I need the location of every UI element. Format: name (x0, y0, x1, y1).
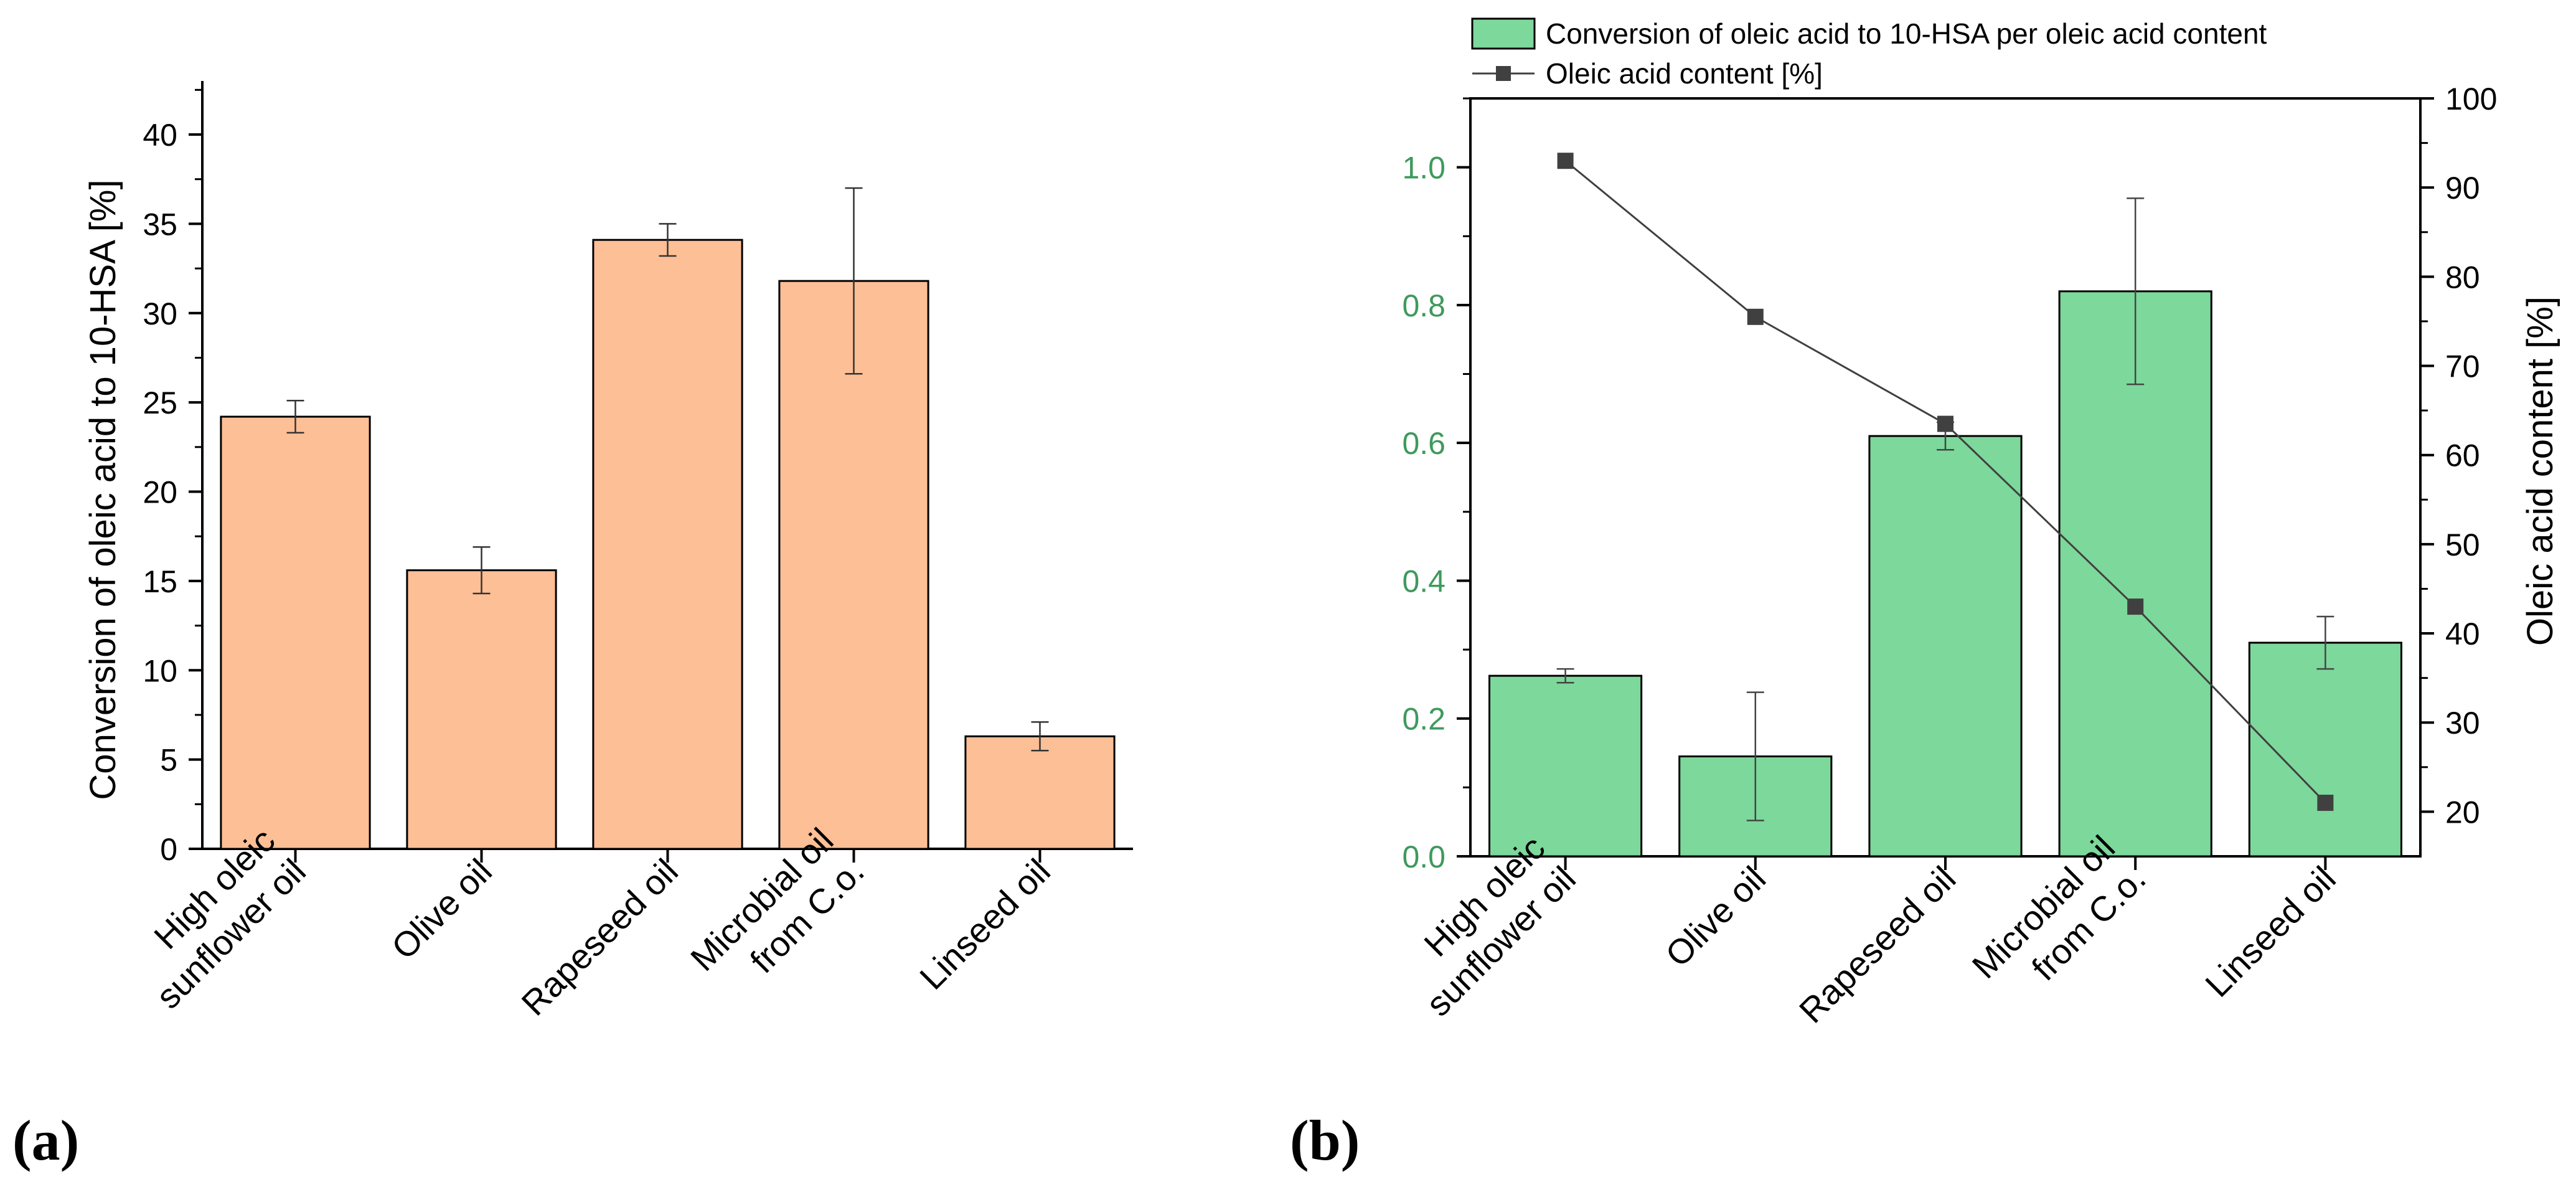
bar (964, 735, 1116, 850)
bar (220, 415, 371, 850)
a-category-label: Linseed oil (912, 851, 1058, 997)
bar (1488, 674, 1643, 858)
b-category-line: Rapeseed oil (1792, 859, 1963, 1031)
right-tick-label: 50 (2445, 527, 2480, 562)
y-tick-label: 0 (160, 832, 177, 867)
y-tick-label: 40 (143, 118, 177, 153)
left-tick-label: 0.8 (1402, 288, 1445, 323)
oleic-content-marker (1747, 308, 1764, 325)
right-tick-label: 70 (2445, 349, 2480, 384)
oleic-content-marker (1557, 153, 1574, 169)
left-tick-label: 0.0 (1402, 839, 1445, 874)
right-tick-label: 100 (2445, 82, 2497, 116)
legend-bar-swatch (1471, 17, 1536, 50)
oleic-content-marker (1937, 415, 1953, 432)
b-category-label: Olive oil (1658, 859, 1773, 974)
legend-line-label: Oleic acid content [%] (1546, 57, 1823, 90)
bar (406, 569, 557, 850)
right-tick-label: 40 (2445, 617, 2480, 651)
y-tick-label: 35 (143, 207, 177, 242)
oleic-content-marker (2127, 598, 2144, 615)
right-tick-label: 60 (2445, 438, 2480, 473)
left-tick-label: 1.0 (1402, 151, 1445, 186)
b-category-line: Linseed oil (2198, 859, 2343, 1005)
y-tick-label: 10 (143, 653, 177, 688)
bar (592, 239, 743, 850)
b-category-label: Rapeseed oil (1792, 859, 1963, 1031)
bar (2058, 290, 2212, 858)
y-tick-label: 15 (143, 564, 177, 599)
b-category-label: Linseed oil (2198, 859, 2343, 1005)
right-tick-label: 80 (2445, 260, 2480, 295)
oleic-content-marker (2317, 795, 2334, 811)
panel-b-chart: 0.0 0.2 0.4 0.6 0.8 1.0 20 30 40 50 60 70 80 90 100 Ole… (1402, 17, 2560, 1031)
bar (778, 280, 929, 850)
left-tick-label: 0.6 (1402, 426, 1445, 461)
a-category-line: Olive oil (384, 851, 499, 967)
b-category-line: Olive oil (1658, 859, 1773, 974)
y-tick-label: 25 (143, 385, 177, 420)
y-tick-label: 20 (143, 475, 177, 510)
y-tick-label: 30 (143, 296, 177, 331)
legend-bar-label: Conversion of oleic acid to 10-HSA per o… (1546, 17, 2267, 50)
a-category-line: Linseed oil (912, 851, 1058, 997)
right-tick-label: 20 (2445, 795, 2480, 830)
bar (2248, 641, 2402, 858)
y-axis-title: Conversion of oleic acid to 10-HSA [%] (83, 179, 123, 800)
a-category-line: Rapeseed oil (514, 851, 685, 1023)
right-tick-label: 30 (2445, 706, 2480, 740)
panel-a-chart: 0 5 10 15 20 25 30 35 40 Conversion of oleic acid… (83, 81, 1133, 1023)
left-tick-label: 0.4 (1402, 564, 1445, 598)
a-category-label: Olive oil (384, 851, 499, 967)
bar (1868, 435, 2023, 858)
a-category-label: Rapeseed oil (514, 851, 685, 1023)
y-tick-label: 5 (160, 743, 177, 778)
panel-b-label: (b) (1290, 1109, 1360, 1172)
right-tick-label: 90 (2445, 171, 2480, 206)
left-tick-label: 0.2 (1402, 702, 1445, 737)
panel-a-label: (a) (12, 1109, 79, 1172)
right-axis-title: Oleic acid content [%] (2520, 296, 2560, 646)
legend-line-marker (1496, 66, 1511, 81)
